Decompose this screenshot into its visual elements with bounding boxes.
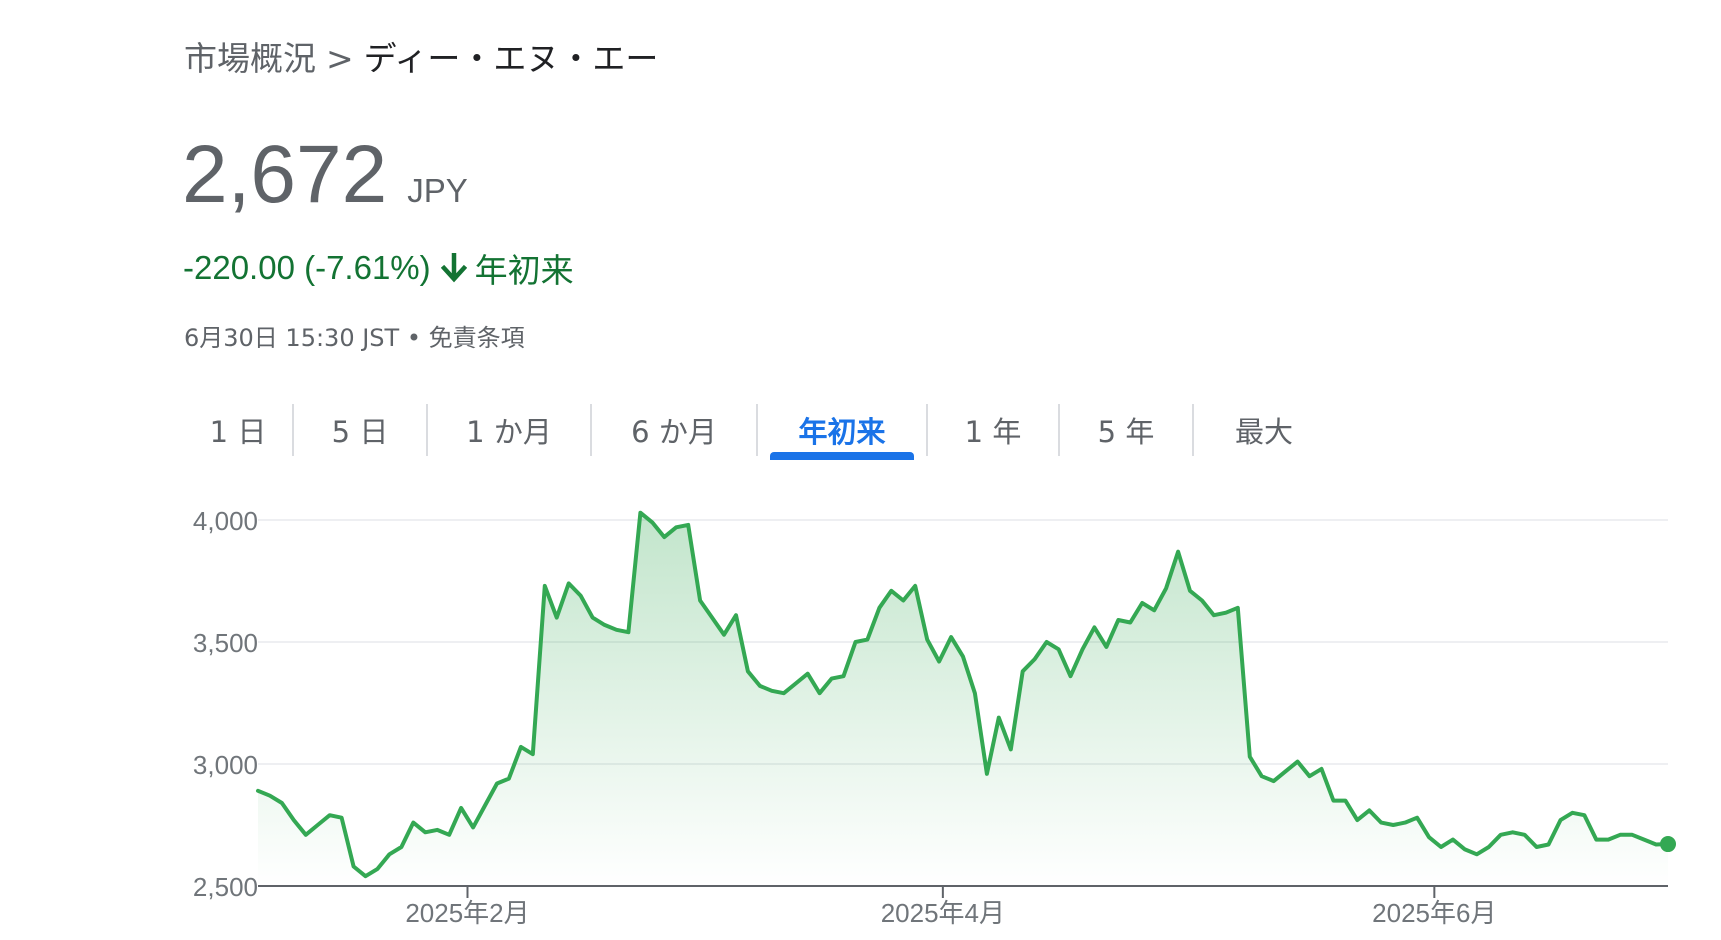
tab-divider [590,404,592,456]
tab-divider [1058,404,1060,456]
tab-1d[interactable]: 1 日 [184,398,292,462]
tab-5d[interactable]: 5 日 [294,398,426,462]
tab-1m[interactable]: 1 か月 [428,398,590,462]
price-row: 2,672 JPY [182,128,468,222]
breadcrumb: 市場概況 > ディー・エヌ・エー [184,32,658,80]
tab-label: 1 か月 [466,415,552,449]
y-tick-label: 2,500 [193,872,258,902]
change-value: -220.00 (-7.61%) [183,249,431,286]
tab-label: 最大 [1234,415,1293,449]
tab-max[interactable]: 最大 [1194,398,1334,462]
change-period: 年初来 [474,251,574,290]
price-change: -220.00 (-7.61%) 年初来 [183,244,574,292]
currency-label: JPY [407,172,468,209]
x-tick-label: 2025年2月 [405,898,529,928]
tab-divider [426,404,428,456]
tab-label: 5 年 [1097,415,1155,449]
timestamp-row: 6月30日 15:30 JST • 免責条項 [184,318,525,353]
y-axis: 2,500 3,000 3,500 4,000 [193,506,258,902]
range-tabs: 1 日 5 日 1 か月 6 か月 年初来 1 年 5 年 最大 [184,398,1334,462]
tab-ytd[interactable]: 年初来 [758,398,926,462]
x-tick-label: 2025年6月 [1372,898,1496,928]
breadcrumb-root-link[interactable]: 市場概況 [184,39,316,78]
tab-label: 1 日 [209,415,267,449]
price-line [256,510,1670,879]
price-area-fill [258,512,1668,886]
tab-5y[interactable]: 5 年 [1060,398,1192,462]
tab-divider [926,404,928,456]
tab-divider [1192,404,1194,456]
bullet-separator: • [406,324,421,352]
disclaimer-link[interactable]: 免責条項 [428,324,525,352]
tab-1y[interactable]: 1 年 [928,398,1058,462]
y-tick-label: 3,500 [193,628,258,658]
breadcrumb-current: ディー・エヌ・エー [363,39,659,78]
arrow-down-icon [440,253,467,283]
stock-price: 2,672 [182,129,388,220]
x-axis: 2025年2月 2025年4月 2025年6月 [405,886,1496,928]
x-tick-label: 2025年4月 [881,898,1005,928]
y-tick-label: 3,000 [193,750,258,780]
breadcrumb-separator: > [326,39,354,78]
last-price-dot [1660,836,1676,853]
tab-label: 5 日 [331,415,389,449]
tab-label: 1 年 [964,415,1022,449]
y-tick-label: 4,000 [193,506,258,536]
tab-divider [292,404,294,456]
tab-label: 年初来 [798,415,886,449]
tab-label: 6 か月 [631,415,717,449]
tab-6m[interactable]: 6 か月 [592,398,756,462]
tab-divider [756,404,758,456]
timestamp: 6月30日 15:30 JST [184,324,400,352]
